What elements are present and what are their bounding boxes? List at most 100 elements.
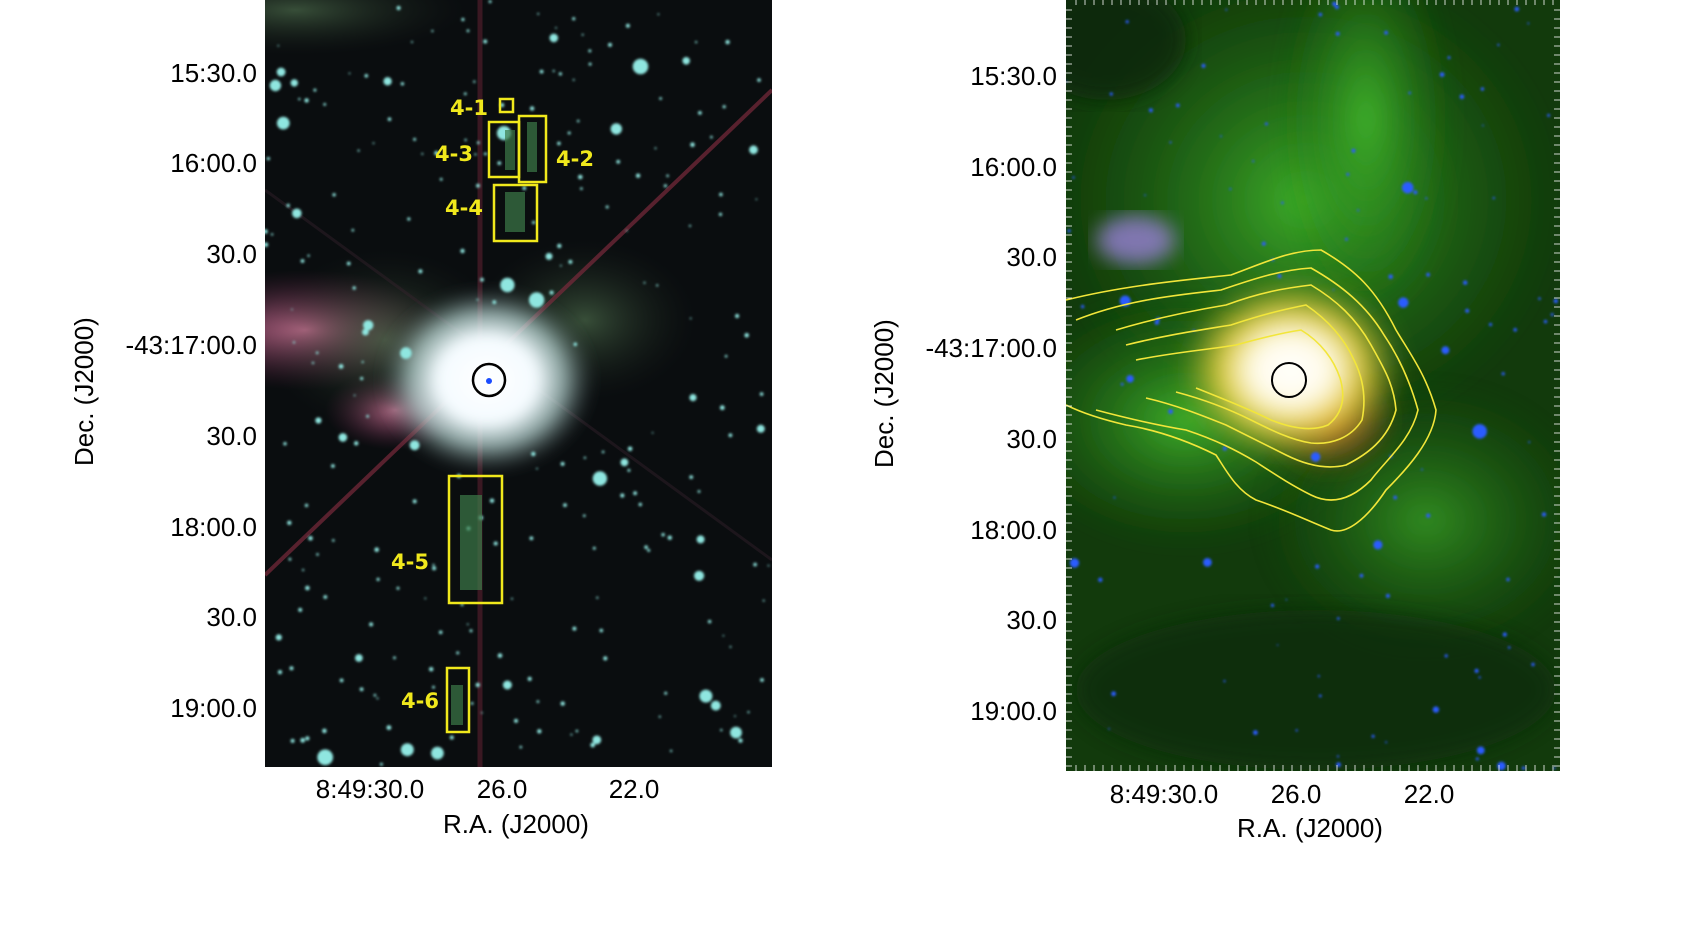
- star-point: [651, 432, 654, 434]
- star-point: [461, 17, 465, 22]
- star-point: [1203, 558, 1212, 567]
- star-point: [373, 693, 377, 697]
- star-point: [755, 198, 758, 201]
- star-point: [323, 103, 327, 106]
- star-point: [277, 670, 283, 675]
- star-point: [400, 82, 405, 86]
- star-point: [351, 228, 355, 232]
- left-y-axis-title: Dec. (J2000): [69, 317, 99, 466]
- star-point: [372, 142, 375, 145]
- star-point: [305, 736, 310, 741]
- star-point: [1507, 646, 1511, 649]
- star-point: [1527, 22, 1530, 25]
- star-point: [695, 41, 698, 44]
- star-point: [298, 97, 301, 101]
- star-point: [1310, 452, 1321, 462]
- star-point: [1281, 201, 1284, 205]
- star-point: [355, 654, 363, 662]
- star-point: [500, 277, 515, 293]
- right-dec-tick: 30.0: [1006, 605, 1057, 635]
- star-point: [1315, 564, 1320, 569]
- star-point: [1497, 43, 1500, 47]
- source-circle-marker: [471, 362, 507, 398]
- star-point: [688, 224, 692, 227]
- star-point: [1497, 761, 1506, 771]
- star-point: [357, 149, 360, 152]
- star-point: [698, 111, 702, 115]
- star-point: [759, 392, 764, 396]
- star-point: [376, 697, 379, 700]
- region-label-4-5: 4-5: [391, 550, 429, 574]
- star-point: [572, 78, 575, 81]
- star-point: [1476, 746, 1485, 755]
- right-ra-tick: 8:49:30.0: [1109, 779, 1219, 809]
- star-point: [1168, 409, 1173, 414]
- left-ra-tick: 22.0: [608, 774, 660, 804]
- star-point: [1488, 322, 1493, 327]
- star-point: [290, 79, 298, 87]
- star-point: [689, 475, 694, 479]
- star-point: [396, 586, 400, 590]
- left-x-axis-title: R.A. (J2000): [443, 809, 589, 839]
- star-point: [644, 545, 648, 549]
- star-point: [1346, 172, 1350, 176]
- right-x-axis-title: R.A. (J2000): [1237, 813, 1383, 843]
- star-point: [549, 290, 554, 295]
- star-point: [1514, 6, 1520, 12]
- left-dec-tick: 30.0: [206, 602, 257, 632]
- star-point: [710, 135, 713, 139]
- star-point: [361, 360, 364, 364]
- star-point: [476, 298, 479, 301]
- star-point: [567, 131, 571, 135]
- star-point: [1175, 103, 1180, 108]
- star-point: [1472, 424, 1487, 439]
- star-point: [431, 746, 444, 760]
- left-ra-tick: 8:49:30.0: [315, 774, 425, 804]
- star-point: [529, 536, 534, 541]
- right-ra-tick: 26.0: [1270, 779, 1322, 809]
- star-point: [744, 333, 749, 338]
- star-point: [590, 742, 596, 748]
- star-point: [483, 39, 488, 44]
- star-point: [580, 187, 583, 190]
- star-point: [348, 72, 351, 75]
- star-point: [1547, 113, 1551, 117]
- star-point: [578, 174, 583, 180]
- star-point: [749, 145, 758, 155]
- star-point: [363, 320, 374, 331]
- star-point: [528, 292, 545, 308]
- left-dec-tick: 18:00.0: [170, 512, 257, 542]
- star-point: [1067, 229, 1071, 233]
- star-point: [1384, 30, 1388, 35]
- star-point: [1261, 241, 1266, 246]
- left-dec-tick: 15:30.0: [170, 58, 257, 88]
- star-point: [466, 29, 470, 33]
- star-point: [1463, 280, 1468, 285]
- star-point: [364, 74, 369, 78]
- star-point: [322, 728, 327, 734]
- star-point: [277, 44, 280, 47]
- star-point: [265, 229, 268, 234]
- region-box-4-4: [492, 183, 539, 243]
- star-point: [616, 159, 621, 164]
- star-point: [409, 440, 420, 451]
- star-point: [493, 541, 498, 546]
- star-point: [480, 277, 484, 282]
- star-point: [592, 471, 608, 486]
- star-point: [625, 23, 630, 28]
- star-point: [1439, 72, 1445, 77]
- star-point: [1502, 632, 1507, 637]
- right-astronomical-image: [1066, 0, 1560, 771]
- star-point: [627, 468, 631, 472]
- star-point: [1220, 135, 1222, 138]
- star-point: [514, 718, 518, 723]
- star-point: [757, 78, 761, 82]
- star-point: [661, 533, 665, 537]
- star-point: [576, 119, 580, 123]
- star-point: [304, 503, 309, 508]
- star-point: [379, 762, 383, 766]
- star-point: [346, 261, 351, 266]
- right-dec-tick: 30.0: [1006, 424, 1057, 454]
- star-point: [664, 691, 668, 695]
- star-point: [522, 186, 527, 191]
